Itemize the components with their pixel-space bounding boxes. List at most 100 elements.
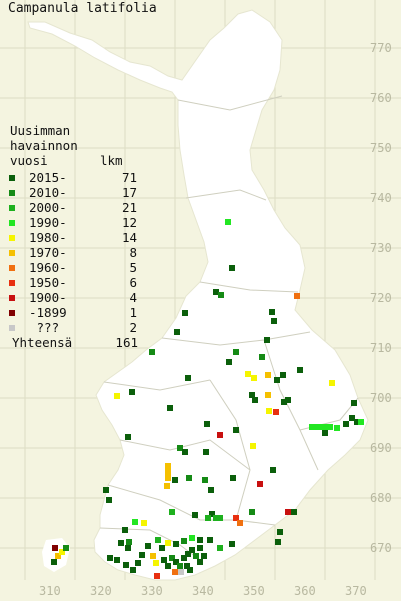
legend-count: 6 [129, 275, 137, 290]
observation-dot [135, 560, 141, 566]
legend-count: 12 [121, 215, 137, 230]
observation-dot [126, 539, 132, 545]
legend-count: 8 [129, 245, 137, 260]
observation-dot [123, 562, 129, 568]
y-tick-label: 670 [370, 541, 392, 555]
x-tick-label: 370 [345, 584, 367, 598]
observation-dot [285, 509, 291, 515]
observation-dot [285, 397, 291, 403]
y-tick-label: 760 [370, 91, 392, 105]
observation-dot [213, 515, 219, 521]
legend-year-label: 2000- [29, 200, 67, 215]
observation-dot [130, 567, 136, 573]
observation-dot [202, 477, 208, 483]
observation-dot [122, 527, 128, 533]
observation-dot [118, 540, 124, 546]
observation-dot [52, 545, 58, 551]
observation-dot [173, 559, 179, 565]
legend-swatch [9, 175, 15, 181]
legend-year-label: 1980- [29, 230, 67, 245]
observation-dot [182, 310, 188, 316]
observation-dot [233, 515, 239, 521]
observation-dot [327, 424, 333, 430]
legend-total-label: Yhteensä [12, 335, 73, 350]
observation-dot [155, 537, 161, 543]
observation-dot [197, 559, 203, 565]
observation-dot [229, 265, 235, 271]
observation-dot [349, 415, 355, 421]
observation-dot [205, 515, 211, 521]
y-tick-label: 700 [370, 391, 392, 405]
observation-dot [174, 329, 180, 335]
observation-dot [169, 509, 175, 515]
observation-dot [217, 432, 223, 438]
observation-dot [173, 541, 179, 547]
legend-swatch [9, 250, 15, 256]
observation-dot [334, 425, 340, 431]
observation-dot [204, 421, 210, 427]
observation-dot [177, 563, 183, 569]
observation-dot [249, 509, 255, 515]
observation-dot [189, 535, 195, 541]
observation-dot [294, 293, 300, 299]
legend-swatch [9, 295, 15, 301]
observation-dot [229, 541, 235, 547]
observation-dot [177, 445, 183, 451]
observation-dot [139, 552, 145, 558]
observation-dot [154, 573, 160, 579]
observation-dot [203, 449, 209, 455]
legend-swatch [9, 280, 15, 286]
observation-dot [164, 483, 170, 489]
legend-year-label: 1970- [29, 245, 67, 260]
observation-dot [237, 520, 243, 526]
observation-dot [141, 520, 147, 526]
observation-dot [319, 424, 325, 430]
observation-dot [270, 467, 276, 473]
observation-dot [150, 553, 156, 559]
observation-dot [132, 519, 138, 525]
y-tick-label: 690 [370, 441, 392, 455]
observation-dot [172, 477, 178, 483]
observation-dot [265, 392, 271, 398]
observation-points [51, 219, 364, 579]
legend-swatch [9, 310, 15, 316]
observation-dot [208, 487, 214, 493]
observation-dot [277, 529, 283, 535]
observation-dot [165, 469, 171, 475]
observation-dot [351, 400, 357, 406]
observation-dot [280, 372, 286, 378]
legend-count: 17 [121, 185, 137, 200]
observation-dot [250, 443, 256, 449]
observation-dot [182, 449, 188, 455]
observation-dot [149, 349, 155, 355]
observation-dot [185, 375, 191, 381]
observation-dot [107, 555, 113, 561]
legend-count: 21 [121, 200, 137, 215]
legend-count: 14 [121, 230, 137, 245]
finland-land [27, 9, 369, 581]
observation-dot [153, 560, 159, 566]
legend-swatch [9, 205, 15, 211]
y-tick-label: 740 [370, 191, 392, 205]
observation-dot [125, 545, 131, 551]
legend-swatch [9, 325, 15, 331]
legend-count: 4 [129, 290, 137, 305]
observation-dot [197, 545, 203, 551]
observation-dot [55, 553, 61, 559]
observation-dot [186, 475, 192, 481]
observation-dot [297, 367, 303, 373]
observation-dot [184, 563, 190, 569]
observation-dot [187, 567, 193, 573]
observation-dot [275, 539, 281, 545]
observation-dot [193, 553, 199, 559]
legend-count: 1 [129, 305, 137, 320]
observation-dot [218, 292, 224, 298]
region-borders [99, 95, 359, 561]
observation-dot [252, 397, 258, 403]
legend-year-label: 1990- [29, 215, 67, 230]
observation-dot [167, 405, 173, 411]
legend-year-label: 2010- [29, 185, 67, 200]
observation-dot [265, 372, 271, 378]
observation-dot [358, 419, 364, 425]
observation-dot [159, 545, 165, 551]
